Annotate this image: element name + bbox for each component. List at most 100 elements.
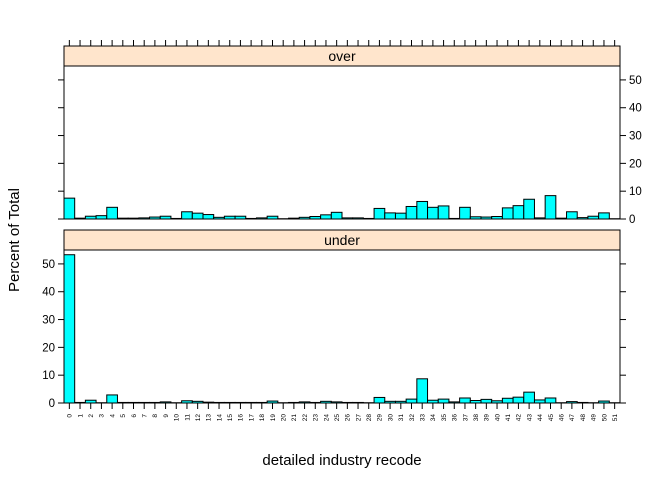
- strip-label-under: under: [324, 232, 360, 248]
- xtick-label-7: 7: [141, 414, 148, 418]
- xtick-label-36: 36: [452, 414, 459, 422]
- xtick-label-22: 22: [302, 414, 309, 422]
- bar-under-33: [416, 378, 429, 404]
- bar-over-25: [330, 211, 343, 220]
- xtick-label-32: 32: [409, 414, 416, 422]
- bar-over-35: [437, 205, 450, 220]
- ytick-label-under-40: 40: [42, 287, 55, 299]
- bar-over-47: [566, 211, 578, 220]
- bar-over-37: [459, 206, 471, 220]
- ytick-label-over-40: 40: [629, 103, 642, 115]
- xtick-label-48: 48: [580, 414, 587, 422]
- xtick-label-12: 12: [195, 414, 202, 422]
- bar-over-32: [405, 205, 418, 220]
- bar-under-29: [373, 396, 386, 404]
- xtick-label-17: 17: [248, 414, 255, 422]
- xtick-label-38: 38: [473, 414, 480, 422]
- bar-over-41: [501, 207, 514, 220]
- xtick-label-6: 6: [131, 414, 138, 418]
- xtick-label-23: 23: [313, 414, 320, 422]
- ytick-label-under-30: 30: [42, 315, 55, 327]
- xtick-label-37: 37: [462, 414, 469, 422]
- bar-under-42: [512, 396, 525, 404]
- xtick-label-0: 0: [67, 414, 74, 418]
- xtick-label-25: 25: [334, 414, 341, 422]
- xtick-label-45: 45: [548, 414, 555, 422]
- ytick-label-over-30: 30: [629, 131, 642, 143]
- xtick-label-49: 49: [591, 414, 598, 422]
- xtick-label-5: 5: [120, 414, 127, 418]
- xtick-label-44: 44: [537, 414, 544, 422]
- xtick-label-9: 9: [163, 414, 170, 418]
- xtick-label-47: 47: [569, 414, 576, 422]
- bar-over-12: [191, 212, 204, 220]
- bar-over-31: [394, 212, 407, 220]
- xtick-label-29: 29: [377, 414, 384, 422]
- bar-over-43: [523, 198, 535, 220]
- xtick-label-35: 35: [441, 414, 448, 422]
- ytick-label-over-20: 20: [629, 158, 642, 170]
- bar-under-43: [523, 391, 535, 404]
- xtick-label-34: 34: [430, 414, 437, 422]
- bar-under-37: [459, 397, 471, 404]
- bar-under-0: [63, 254, 76, 404]
- xtick-label-40: 40: [494, 414, 501, 422]
- xtick-label-46: 46: [558, 414, 565, 422]
- xtick-label-26: 26: [345, 414, 352, 422]
- xtick-label-24: 24: [323, 414, 330, 422]
- xtick-label-8: 8: [152, 414, 159, 418]
- bar-over-50: [598, 212, 610, 220]
- bar-over-30: [384, 212, 396, 220]
- panel-border-under: [63, 229, 621, 404]
- xtick-label-13: 13: [206, 414, 213, 422]
- bar-under-41: [501, 397, 514, 404]
- strip-label-over: over: [328, 48, 356, 64]
- bar-under-39: [480, 398, 493, 404]
- bar-under-45: [544, 397, 557, 404]
- ytick-label-under-0: 0: [49, 398, 55, 410]
- ytick-label-under-50: 50: [42, 259, 55, 271]
- xtick-label-15: 15: [227, 414, 234, 422]
- panel-over: over: [63, 45, 621, 220]
- bar-over-24: [320, 214, 332, 220]
- ytick-label-under-10: 10: [42, 370, 55, 382]
- bar-over-45: [544, 195, 557, 220]
- bar-over-4: [106, 206, 118, 220]
- x-axis-title: detailed industry recode: [262, 452, 421, 469]
- ytick-label-over-50: 50: [629, 75, 642, 87]
- xtick-label-2: 2: [88, 414, 95, 418]
- xtick-label-1: 1: [77, 414, 84, 418]
- xtick-label-30: 30: [387, 414, 394, 422]
- bar-over-13: [202, 214, 215, 220]
- ytick-label-over-0: 0: [629, 214, 635, 226]
- xtick-label-27: 27: [355, 414, 362, 422]
- y-axis-title: Percent of Total: [6, 188, 23, 292]
- xtick-label-4: 4: [109, 414, 116, 418]
- xtick-label-10: 10: [174, 414, 181, 422]
- xtick-label-16: 16: [238, 414, 245, 422]
- xtick-label-3: 3: [99, 414, 106, 418]
- xtick-label-20: 20: [280, 414, 287, 422]
- bar-over-34: [427, 206, 439, 220]
- xtick-label-14: 14: [216, 414, 223, 422]
- bar-over-42: [512, 205, 525, 220]
- xtick-label-39: 39: [484, 414, 491, 422]
- xtick-label-43: 43: [526, 414, 533, 422]
- xtick-label-21: 21: [291, 414, 298, 422]
- bar-over-0: [63, 197, 76, 220]
- bar-over-29: [373, 207, 386, 220]
- bar-over-3: [95, 215, 108, 220]
- xtick-label-19: 19: [270, 414, 277, 422]
- bar-over-33: [416, 200, 429, 220]
- panel-border-over: [63, 45, 621, 220]
- xtick-label-50: 50: [601, 414, 608, 422]
- ytick-label-under-20: 20: [42, 342, 55, 354]
- xtick-label-31: 31: [398, 414, 405, 422]
- bar-under-35: [437, 398, 450, 404]
- xtick-label-41: 41: [505, 414, 512, 422]
- xtick-label-11: 11: [184, 414, 191, 421]
- xtick-label-33: 33: [419, 414, 426, 422]
- bar-under-32: [405, 398, 418, 404]
- xtick-label-28: 28: [366, 414, 373, 422]
